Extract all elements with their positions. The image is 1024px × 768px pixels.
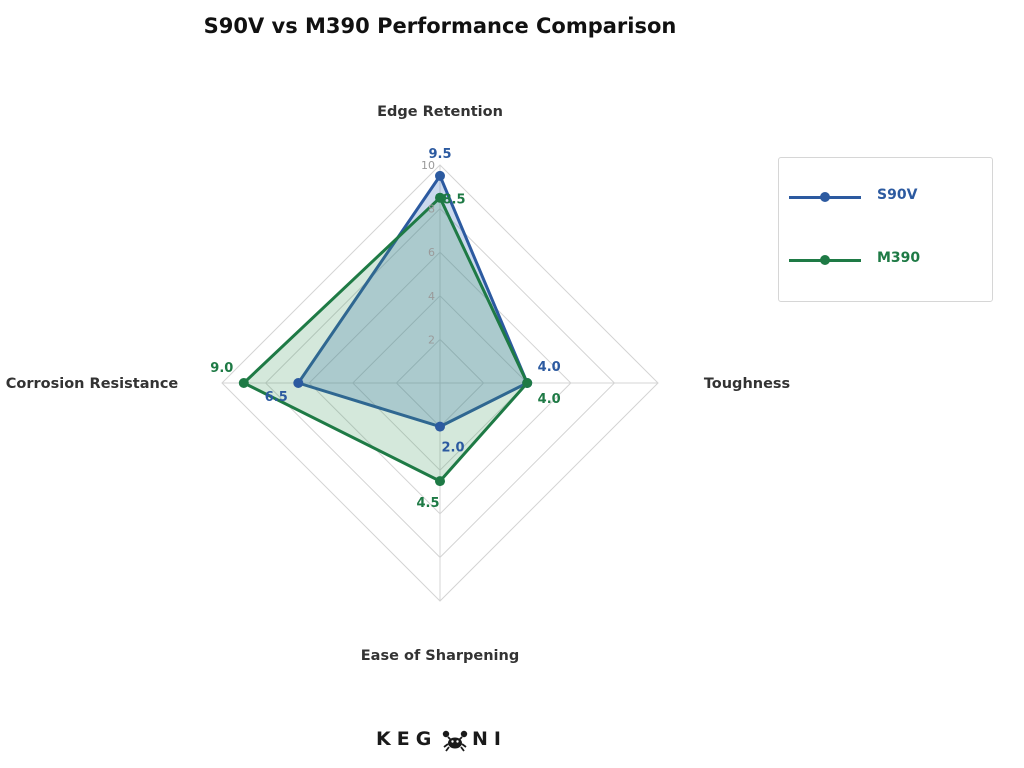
tick-label: 4 [428,290,435,303]
tick-label: 6 [428,246,435,259]
value-label-s90v: 2.0 [441,441,464,456]
tick-label: 10 [421,159,435,172]
data-point-m390[interactable] [522,378,533,388]
value-label-m390: 4.0 [538,392,561,407]
value-label-m390: 8.5 [442,193,465,208]
tick-label: 8 [428,203,435,216]
legend-item-m390[interactable]: M390 [789,248,984,272]
data-point-m390[interactable] [238,378,249,388]
logo-text-right: NI [472,728,507,750]
data-point-m390[interactable] [435,476,445,487]
tick-label: 2 [428,333,435,346]
data-point-s90v[interactable] [435,170,445,181]
logo-text-left: KEG [376,728,438,750]
legend: S90V M390 [778,157,993,302]
radar-labels: 2 4 6 8 10 Edge Retention Toughness Ease of Sha… [6,104,790,664]
value-label-s90v: 4.0 [538,360,561,375]
axis-label-toughness: Toughness [704,376,790,392]
axis-label-ease-of-sharpening: Ease of Sharpening [361,648,519,664]
value-label-s90v: 6.5 [265,390,288,405]
value-label-s90v: 9.5 [428,147,451,162]
value-label-m390: 9.0 [210,361,233,376]
value-label-m390: 4.5 [416,496,439,511]
legend-label-m390: M390 [877,250,921,266]
legend-marker-s90v [820,192,830,202]
axis-label-corrosion-resistance: Corrosion Resistance [6,376,179,392]
radar-series [238,170,533,487]
legend-marker-m390 [820,255,830,265]
axis-label-edge-retention: Edge Retention [377,104,503,120]
data-point-s90v[interactable] [293,378,304,388]
series-area-m390 [242,196,529,483]
legend-item-s90v[interactable]: S90V [789,185,984,209]
crab-icon [442,730,468,752]
data-point-s90v[interactable] [435,421,445,432]
data-point-m390[interactable] [435,192,445,203]
brand-logo: KEG NI [376,728,506,756]
chart-title: S90V vs M390 Performance Comparison [203,14,677,38]
legend-label-s90v: S90V [877,187,918,203]
